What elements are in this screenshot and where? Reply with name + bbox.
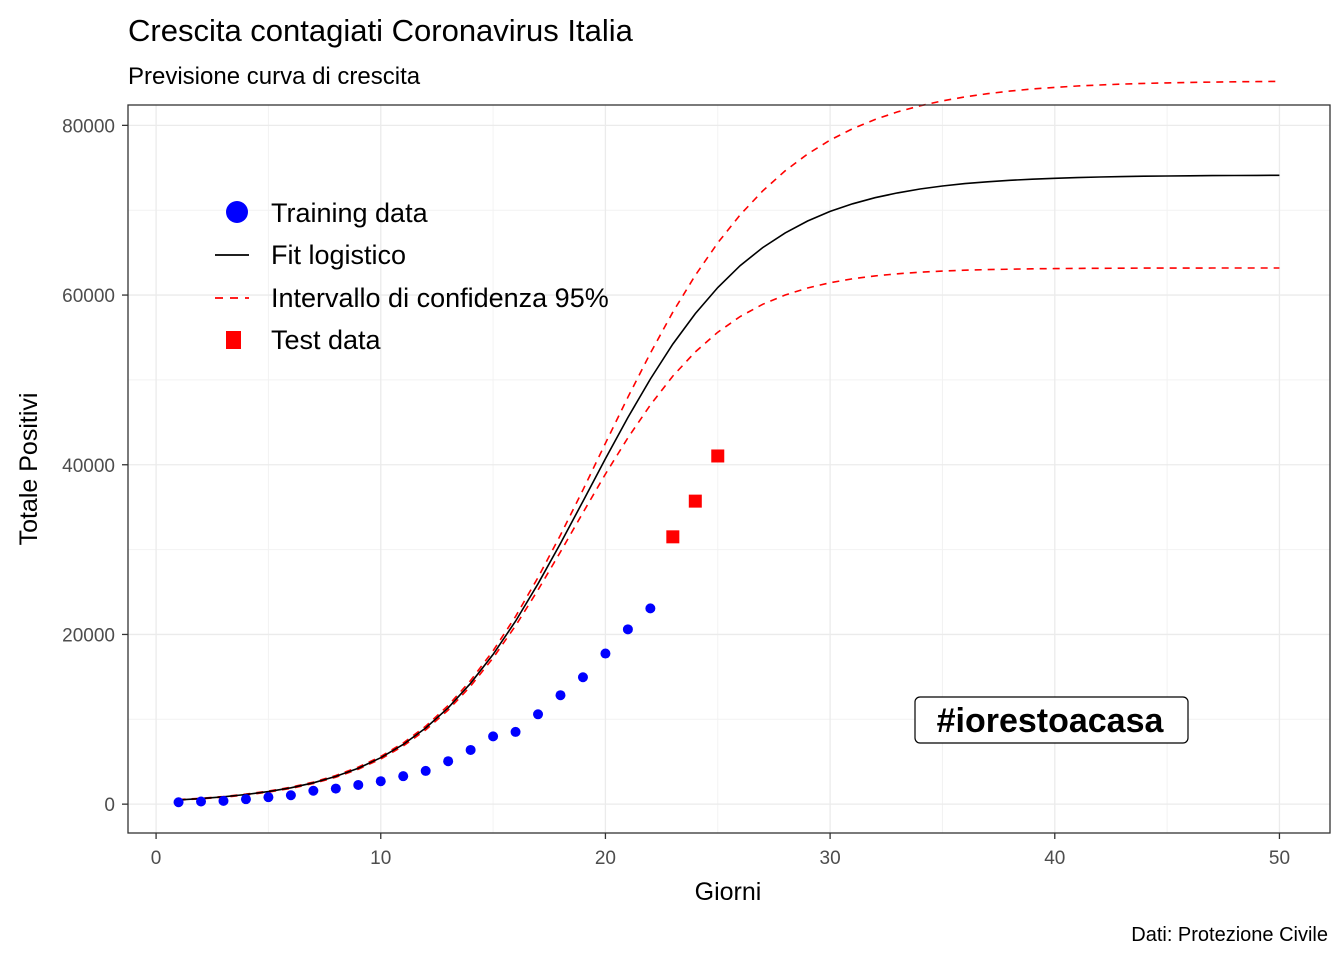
training-data-point	[218, 795, 229, 806]
legend-key-test-square	[226, 331, 241, 349]
training-data-point	[465, 744, 476, 755]
hashtag-box	[914, 696, 1189, 744]
plot-panel	[127, 80, 1331, 834]
legend: Training data Fit logistico Intervallo d…	[215, 198, 609, 355]
major-gridlines	[128, 105, 1330, 833]
x-tick-label: 10	[370, 848, 391, 869]
series-layer	[173, 80, 1280, 808]
training-data-point	[375, 776, 386, 787]
training-data-point	[443, 756, 454, 767]
test-data-point	[666, 530, 680, 544]
training-data-point	[645, 603, 656, 614]
x-axis-title: Giorni	[695, 878, 762, 906]
training-data-point	[600, 648, 611, 659]
training-data-point	[488, 731, 499, 742]
plot-border	[127, 104, 1331, 834]
training-data-point	[196, 796, 207, 807]
x-axis: 0 10 20 30 40 50	[151, 833, 1290, 869]
training-data-point	[555, 690, 566, 701]
test-data-point	[711, 449, 725, 463]
training-data-point	[240, 794, 251, 805]
confidence-band-line-upper	[178, 80, 1280, 801]
x-tick-label: 40	[1044, 848, 1065, 869]
y-tick-label: 60000	[62, 286, 115, 307]
y-tick-label: 40000	[62, 456, 115, 477]
training-data-point	[353, 779, 364, 790]
legend-label-training: Training data	[271, 198, 429, 228]
training-data-point	[398, 771, 409, 782]
confidence-band-line-lower	[178, 267, 1280, 801]
legend-item-training: Training data	[226, 198, 429, 228]
training-data-point	[420, 765, 431, 776]
legend-key-training-point	[226, 201, 248, 223]
y-tick-label: 20000	[62, 625, 115, 646]
logistic-fit-line	[178, 174, 1280, 801]
hashtag-annotation: #iorestoacasa	[914, 696, 1189, 744]
chart-caption: Dati: Protezione Civile	[1131, 924, 1328, 946]
x-tick-label: 20	[595, 848, 616, 869]
x-tick-label: 30	[820, 848, 841, 869]
training-data-point	[308, 785, 319, 796]
y-axis: 0 20000 40000 60000 80000	[62, 116, 128, 816]
training-data-point	[173, 797, 184, 808]
training-data-point	[622, 624, 633, 635]
chart-title: Crescita contagiati Coronavirus Italia	[128, 13, 634, 48]
legend-item-fit: Fit logistico	[215, 240, 406, 270]
legend-label-test: Test data	[271, 325, 382, 355]
training-data-point	[263, 792, 274, 803]
y-tick-label: 80000	[62, 116, 115, 137]
y-tick-label: 0	[104, 795, 115, 816]
hashtag-label: #iorestoacasa	[937, 702, 1165, 740]
legend-label-fit: Fit logistico	[271, 240, 406, 270]
training-data-point	[533, 709, 544, 720]
y-axis-title: Totale Positivi	[15, 393, 43, 546]
training-data-point	[285, 790, 296, 801]
legend-label-confidence: Intervallo di confidenza 95%	[271, 283, 609, 313]
x-tick-label: 50	[1269, 848, 1290, 869]
test-data-point	[688, 494, 702, 508]
legend-item-confidence: Intervallo di confidenza 95%	[215, 283, 609, 313]
training-data-point	[510, 726, 521, 737]
training-data-point	[577, 672, 588, 683]
x-tick-label: 0	[151, 848, 162, 869]
chart-subtitle: Previsione curva di crescita	[128, 63, 421, 90]
training-data-point	[330, 783, 341, 794]
legend-item-test: Test data	[226, 325, 382, 355]
